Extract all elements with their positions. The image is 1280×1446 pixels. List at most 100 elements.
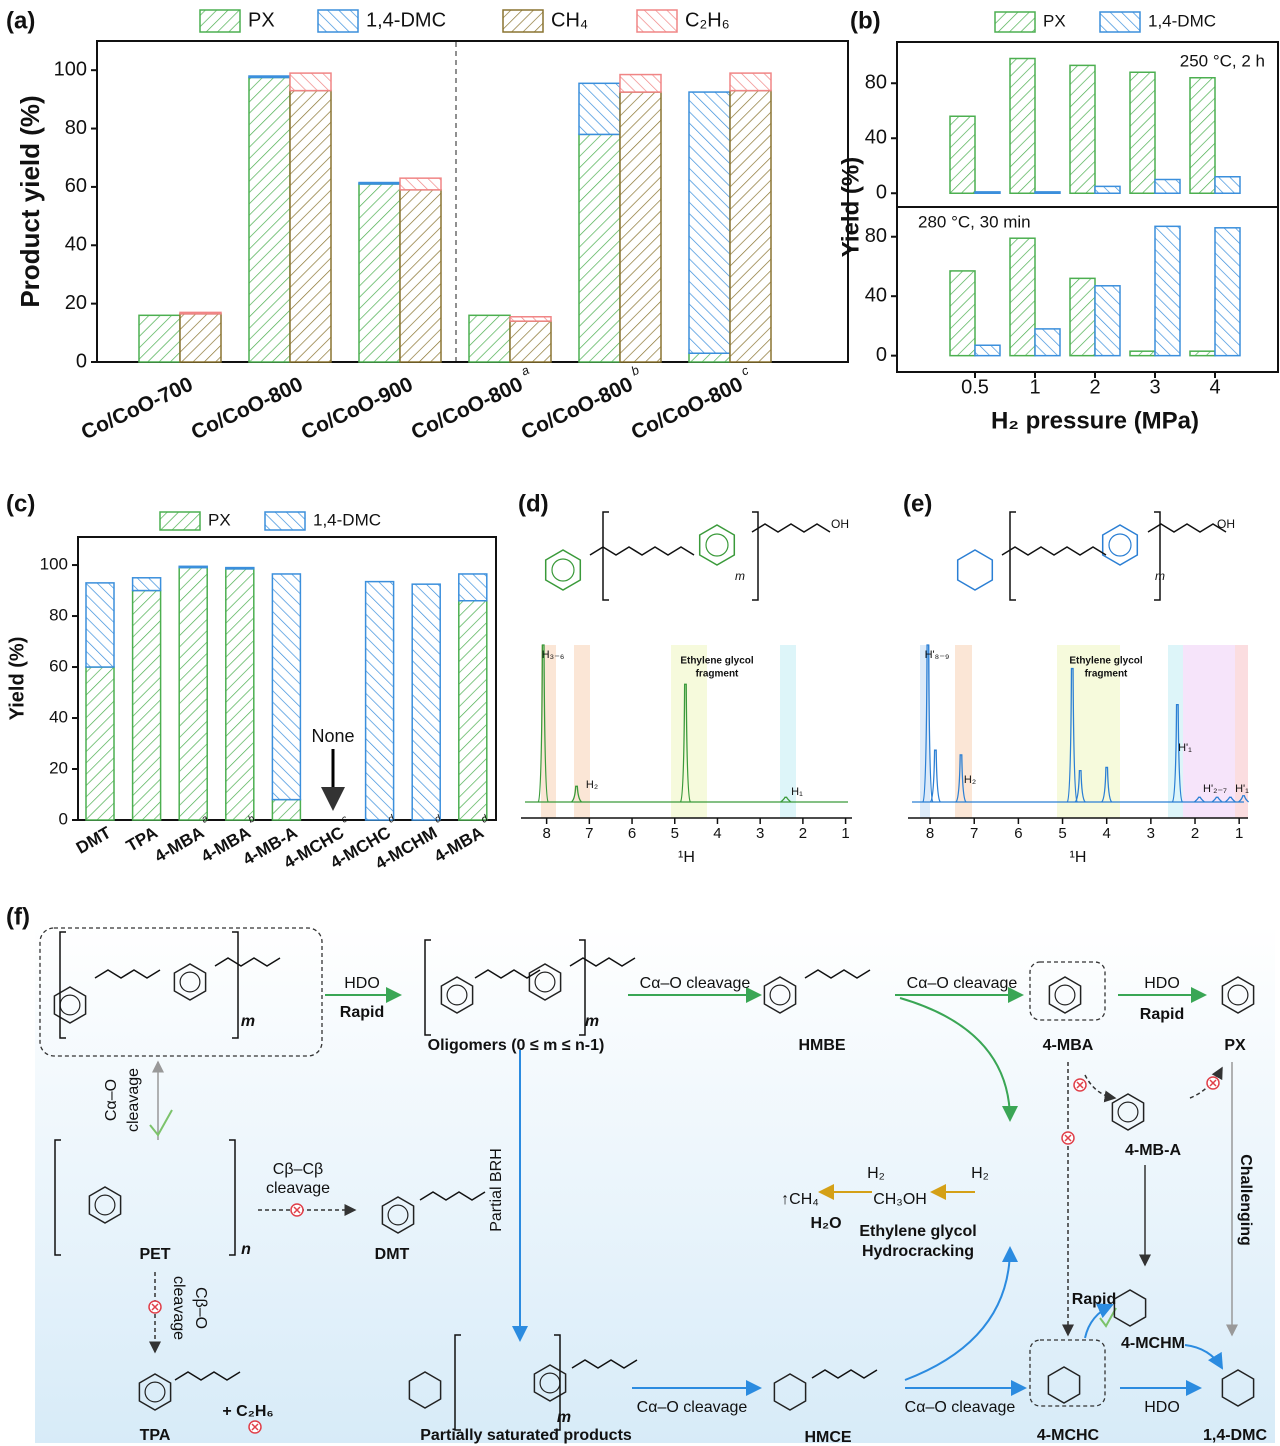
bracket <box>602 511 609 601</box>
scheme-label: Partial BRH <box>488 1148 505 1232</box>
scheme-label: n <box>241 1241 251 1258</box>
blocked-mark <box>151 1303 159 1311</box>
blocked-mark <box>251 1423 259 1431</box>
blocked-mark <box>293 1206 301 1214</box>
bar <box>458 599 488 821</box>
bar <box>468 314 511 363</box>
x-tick-label: Co/CoO-800 <box>188 373 307 445</box>
bar <box>225 566 255 570</box>
y-axis-label: Product yield (%) <box>15 95 45 307</box>
dashed-box <box>1029 961 1106 1021</box>
bracket <box>554 1334 561 1431</box>
scheme-label: Cβ–Cβ <box>273 1161 323 1178</box>
x-tick-label: 7 <box>970 825 978 842</box>
peak-label: Ethylene glycol <box>680 656 754 667</box>
legend-swatch <box>636 9 678 33</box>
dashed-box <box>39 927 323 1057</box>
bar <box>578 133 621 363</box>
peak <box>955 754 967 803</box>
bar <box>399 189 442 363</box>
x-tick-label: 4-MBA <box>431 823 487 866</box>
legend-label: C₂H₆ <box>685 9 730 31</box>
ring-inner <box>551 558 575 582</box>
ring <box>88 1186 122 1224</box>
x-tick-label: DMT <box>73 823 115 858</box>
dashed-box <box>1029 1339 1106 1407</box>
bar <box>399 177 442 191</box>
scheme-label: cleavage <box>170 1276 187 1340</box>
bar <box>1129 71 1156 194</box>
peak-label: H'₈₋₉ <box>925 649 950 661</box>
bar <box>1034 328 1061 357</box>
ring <box>1111 1093 1145 1131</box>
x-tick-label: 5 <box>671 825 679 842</box>
x-tick-label: 1 <box>1029 376 1040 398</box>
x-tick-label: 2 <box>1191 825 1199 842</box>
legend-label: PX <box>1043 11 1066 30</box>
bar <box>1069 277 1096 357</box>
x-tick-label: 3 <box>756 825 764 842</box>
x-tick-label: 7 <box>585 825 593 842</box>
y-tick-label: 40 <box>65 234 87 256</box>
y-tick-label: 40 <box>865 284 887 306</box>
ring <box>1047 1366 1081 1404</box>
ring <box>1101 524 1139 566</box>
scheme-label: 4-MB-A <box>1125 1142 1181 1159</box>
scheme-label: m <box>241 1013 255 1030</box>
ring-inner <box>94 1194 116 1216</box>
x-tick-note: c <box>340 814 350 826</box>
bracket <box>1154 511 1161 601</box>
scheme-label: 4-MCHC <box>1037 1427 1100 1444</box>
chain <box>1147 523 1227 533</box>
bar <box>178 565 208 569</box>
bar <box>1034 191 1061 194</box>
peak-label: fragment <box>1085 669 1128 680</box>
bar <box>458 573 488 602</box>
peak <box>679 683 692 803</box>
scheme-label: Cα–O <box>103 1079 120 1121</box>
y-axis-label: Yield (%) <box>6 637 28 721</box>
bracket <box>454 1334 461 1431</box>
scheme-label: Hydrocracking <box>862 1243 974 1260</box>
chain <box>94 969 161 979</box>
y-tick-label: 80 <box>65 117 87 139</box>
ring <box>381 1196 415 1234</box>
y-tick-label: 100 <box>40 555 68 574</box>
bar <box>1129 350 1156 357</box>
ring-inner <box>769 984 791 1006</box>
bar <box>358 181 401 185</box>
peak-label: H'₂₋₇ <box>1203 783 1227 795</box>
ring-inner <box>705 533 729 557</box>
y-axis-label: Yield (%) <box>837 157 864 257</box>
scheme-label: PET <box>139 1246 170 1263</box>
y-tick-label: 60 <box>49 657 68 676</box>
peak-label: H'₁ <box>1235 783 1249 795</box>
bar <box>619 91 662 363</box>
x-tick-label-group: DMT <box>73 823 115 858</box>
scheme-background <box>35 925 1275 1443</box>
bar <box>271 798 302 821</box>
chain <box>174 1371 241 1381</box>
peak-label: H₁ <box>791 786 803 798</box>
x-tick-label-group: Co/CoO-700 <box>78 373 197 445</box>
x-tick-label: 1 <box>1235 825 1243 842</box>
structure-label: m <box>735 569 745 583</box>
bar <box>1094 285 1121 357</box>
x-axis-label: ¹H <box>1070 849 1087 866</box>
y-tick-label: 40 <box>865 127 887 149</box>
bar <box>1189 350 1216 357</box>
bar <box>364 580 395 821</box>
scheme-label: ↑CH₄ <box>781 1191 819 1208</box>
ring <box>138 1373 172 1411</box>
x-tick-note: c <box>739 363 751 379</box>
panel-label: (d) <box>518 490 549 517</box>
scheme-label: H₂ <box>971 1165 989 1182</box>
scheme-label: 1,4-DMC <box>1203 1427 1267 1444</box>
x-tick-label: 3 <box>1149 376 1160 398</box>
peak <box>1224 796 1236 803</box>
legend-swatch <box>502 9 544 33</box>
scheme-label: HMBE <box>798 1037 845 1054</box>
bracket <box>59 931 66 1039</box>
bar <box>179 313 222 363</box>
